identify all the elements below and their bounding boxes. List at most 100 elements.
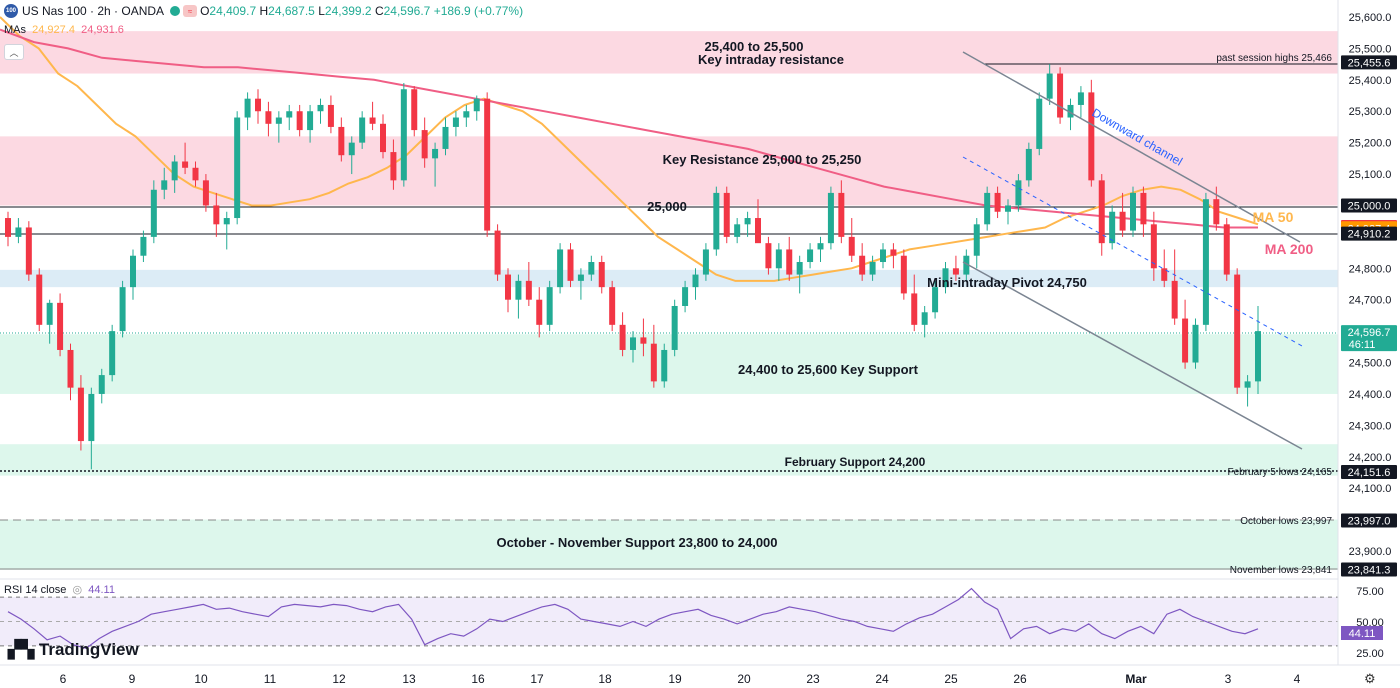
rsi-value-tag bbox=[1341, 626, 1383, 640]
candle-body bbox=[1150, 224, 1157, 269]
candle-body bbox=[932, 287, 939, 313]
zone-band bbox=[0, 136, 1338, 206]
candle-body bbox=[557, 249, 564, 288]
candle-body bbox=[869, 262, 876, 275]
candle-body bbox=[348, 142, 355, 156]
candle-body bbox=[421, 130, 428, 159]
candle-body bbox=[213, 205, 220, 225]
time-axis[interactable]: 6 9 10 11 12 13 16 17 18 19 20 23 24 25 26 Mar 3 4 bbox=[0, 664, 1400, 686]
price-tag-text: 24,596.7 bbox=[1348, 327, 1391, 339]
candle-body bbox=[994, 192, 1001, 212]
candle-body bbox=[67, 349, 74, 388]
tradingview-logo[interactable]: ▞▚ TradingView bbox=[8, 640, 139, 660]
candle-body bbox=[1192, 324, 1199, 363]
chart-header: 100 US Nas 100 · 2h · OANDA ≈ O 24,409.7 … bbox=[0, 0, 523, 22]
zone-label: Mini-intraday Pivot 24,750 bbox=[927, 275, 1087, 290]
candle-body bbox=[536, 299, 543, 325]
wave-icon[interactable]: ≈ bbox=[183, 5, 198, 17]
candle-body bbox=[880, 249, 886, 263]
zone-label: 24,400 to 25,600 Key Support bbox=[738, 362, 919, 377]
candle-body bbox=[1171, 280, 1178, 319]
x-tick: 10 bbox=[194, 672, 208, 686]
candle-body bbox=[5, 218, 11, 237]
candle-body bbox=[859, 255, 866, 275]
candle-body bbox=[150, 189, 157, 237]
candle-body bbox=[494, 230, 501, 275]
candle-body bbox=[963, 255, 970, 275]
y-tick: 25,200.0 bbox=[1349, 138, 1392, 150]
y-tick: 25,300.0 bbox=[1349, 106, 1392, 118]
candle-body bbox=[473, 98, 480, 112]
price-axis[interactable]: 25,600.0 25,500.0 25,400.0 25,300.0 25,200.0… bbox=[1337, 0, 1397, 665]
candle-body bbox=[317, 104, 324, 112]
x-tick: 24 bbox=[875, 672, 889, 686]
candle-body bbox=[817, 243, 824, 250]
gauge-icon: ◎ bbox=[72, 584, 83, 596]
ma200-legend-value: 24,931.6 bbox=[81, 24, 124, 36]
ma50-line bbox=[0, 16, 1259, 282]
rsi-tick: 75.00 bbox=[1356, 586, 1384, 598]
gear-icon[interactable]: ⚙ bbox=[1364, 671, 1376, 686]
x-tick: 25 bbox=[944, 672, 958, 686]
ma-legend[interactable]: MAs 24,927.4 24,931.6 bbox=[4, 24, 124, 36]
y-tick: 24,800.0 bbox=[1349, 263, 1392, 275]
candle-body bbox=[1046, 73, 1053, 99]
candle-body bbox=[505, 274, 511, 300]
candle-body bbox=[307, 111, 314, 131]
price-tag-text: 25,455.6 bbox=[1348, 57, 1391, 69]
price-tag bbox=[1341, 226, 1397, 241]
candle-body bbox=[202, 180, 209, 206]
candle-body bbox=[723, 192, 730, 237]
candle-body bbox=[36, 274, 43, 325]
candle-body bbox=[1130, 192, 1136, 231]
candle-body bbox=[630, 337, 636, 350]
candle-body bbox=[765, 243, 772, 269]
ma50-legend-value: 24,927.4 bbox=[32, 24, 75, 36]
x-tick: 20 bbox=[737, 672, 751, 686]
level-label: October lows 23,997 bbox=[1240, 516, 1332, 527]
candle-body bbox=[119, 287, 126, 332]
level-label: 25,000 bbox=[647, 199, 687, 214]
level-label: February 5 lows 24,165 bbox=[1227, 467, 1332, 478]
zone-band bbox=[0, 269, 1338, 288]
y-tick: 24,300.0 bbox=[1349, 420, 1392, 432]
ma-legend-label: MAs bbox=[4, 24, 26, 36]
x-tick: 3 bbox=[1225, 672, 1232, 686]
candle-body bbox=[1119, 211, 1126, 231]
x-tick: Mar bbox=[1125, 672, 1147, 686]
candle-body bbox=[796, 262, 803, 275]
candle-body bbox=[130, 255, 136, 288]
support-resistance-zones bbox=[0, 31, 1338, 570]
candle-body bbox=[296, 111, 303, 131]
candle-body bbox=[807, 249, 814, 263]
candle-body bbox=[713, 192, 720, 250]
candle-body bbox=[77, 387, 84, 442]
x-tick: 9 bbox=[129, 672, 136, 686]
candle-body bbox=[640, 337, 647, 344]
x-tick: 26 bbox=[1013, 672, 1027, 686]
candle-body bbox=[275, 117, 282, 124]
rsi-legend[interactable]: RSI 14 close ◎ 44.11 bbox=[4, 583, 115, 596]
x-tick: 13 bbox=[402, 672, 416, 686]
open-value: 24,409.7 bbox=[209, 4, 257, 18]
candle-body bbox=[140, 236, 147, 256]
x-tick: 11 bbox=[264, 672, 277, 686]
price-tag-text: 24,151.6 bbox=[1348, 467, 1391, 479]
high-value: 24,687.5 bbox=[268, 4, 315, 18]
price-tag bbox=[1341, 55, 1397, 70]
candle-body bbox=[182, 161, 189, 168]
candle-body bbox=[692, 274, 699, 288]
symbol-title[interactable]: US Nas 100 · 2h · OANDA bbox=[22, 4, 165, 18]
y-tick: 24,400.0 bbox=[1349, 389, 1392, 401]
candle-body bbox=[1057, 73, 1064, 118]
candle-body bbox=[1077, 92, 1084, 105]
candle-body bbox=[1223, 224, 1230, 275]
candle-body bbox=[1025, 148, 1032, 181]
price-tag-text: 24,910.2 bbox=[1348, 229, 1391, 241]
zone-label: 25,400 to 25,500 bbox=[704, 39, 803, 54]
tv-logo-icon: ▞▚ bbox=[8, 640, 35, 659]
collapse-legend-button[interactable]: ︿ bbox=[4, 44, 24, 60]
candle-body bbox=[661, 349, 668, 382]
